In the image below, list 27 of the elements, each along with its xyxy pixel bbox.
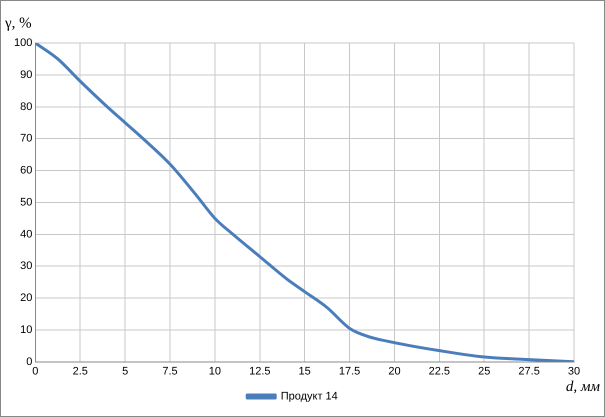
x-tick-label: 2.5 [72,365,88,378]
y-tick-label: 60 [20,164,32,177]
y-tick-label: 0 [26,356,32,368]
y-tick-label: 20 [20,292,32,304]
x-tick-label: 22.5 [428,365,450,378]
y-tick-label: 10 [20,324,32,336]
y-tick-label: 70 [20,132,32,145]
line-series [35,43,574,362]
x-tick-label: 20 [388,365,401,378]
x-tick-label: 27.5 [518,365,540,378]
y-axis-title: γ, % [4,15,32,32]
x-tick-label: 25 [478,365,490,378]
x-axis-title: d, мм [566,379,600,396]
x-tick-label: 12.5 [249,365,270,378]
y-tick-label: 30 [20,260,32,272]
y-tick-label: 40 [20,228,32,240]
y-tick-label: 90 [20,68,32,81]
x-tick-label: 10 [208,365,222,378]
y-tick-label: 100 [14,37,32,50]
y-tick-label: 50 [20,196,32,208]
x-tick-label: 7.5 [162,365,178,378]
legend-label: Продукт 14 [280,390,338,403]
x-tick-label: 5 [122,365,128,378]
x-tick-label: 17.5 [338,365,360,378]
y-tick-label: 80 [20,100,32,113]
x-tick-label: 30 [568,365,580,378]
x-tick-label: 15 [298,365,311,378]
